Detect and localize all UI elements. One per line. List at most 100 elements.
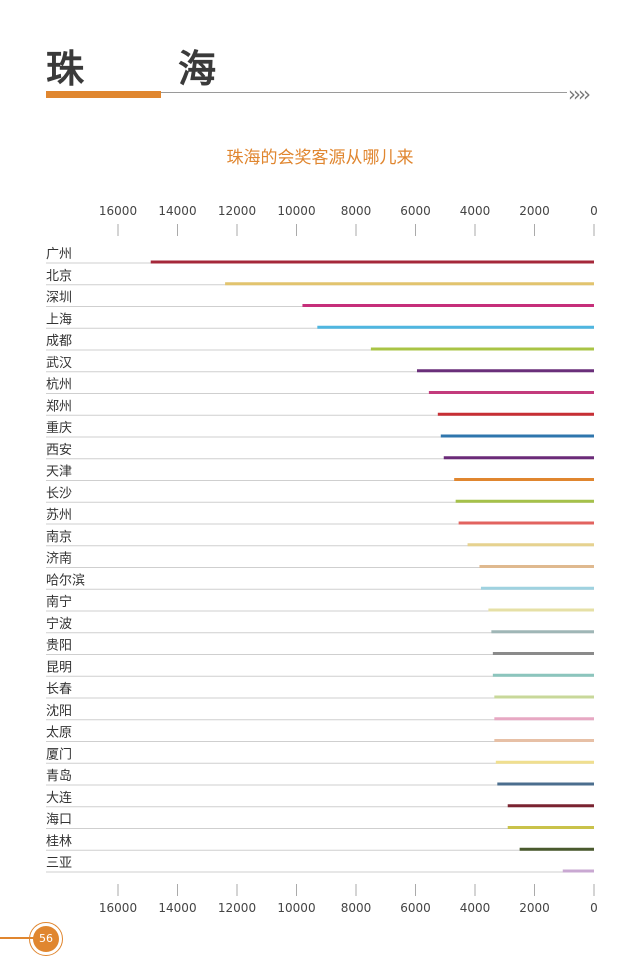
- bar: [562, 869, 594, 873]
- category-label: 南宁: [46, 594, 72, 610]
- category-label: 南京: [46, 529, 72, 545]
- bar: [455, 499, 594, 503]
- category-label: 上海: [46, 312, 72, 327]
- bottom-tick-label: 10000: [277, 901, 315, 915]
- page-title: 珠 海: [46, 47, 245, 91]
- bar: [225, 282, 594, 286]
- bar-row: 南京: [46, 529, 594, 547]
- category-label: 宁波: [46, 616, 72, 632]
- top-tick-label: 10000: [277, 204, 315, 218]
- bar-row: 贵阳: [46, 639, 594, 655]
- bar-row: 厦门: [46, 747, 594, 764]
- bar: [494, 717, 594, 721]
- top-tick-label: 0: [590, 204, 598, 218]
- bar: [480, 586, 594, 590]
- category-label: 济南: [46, 551, 72, 567]
- category-label: 成都: [46, 334, 72, 349]
- category-label: 长春: [46, 682, 72, 697]
- category-label: 三亚: [46, 856, 72, 871]
- category-label: 长沙: [46, 486, 72, 501]
- bar-row: 西安: [46, 443, 594, 460]
- header-accent-bar: [46, 91, 161, 98]
- bars: 广州北京深圳上海成都武汉杭州郑州重庆西安天津长沙苏州南京济南哈尔滨南宁宁波贵阳昆…: [46, 247, 594, 873]
- bar-row: 长沙: [46, 486, 594, 503]
- category-label: 贵阳: [46, 639, 72, 654]
- category-label: 海口: [46, 813, 72, 828]
- bar: [488, 608, 594, 612]
- bar-row: 北京: [46, 269, 594, 286]
- bottom-axis: 16000 14000 12000 10000 8000 6000 4000 2000 0: [99, 884, 598, 915]
- bar: [440, 434, 594, 438]
- category-label: 桂林: [46, 834, 72, 849]
- bottom-tick-label: 2000: [519, 901, 550, 915]
- bar: [494, 695, 594, 699]
- category-label: 哈尔滨: [46, 572, 85, 588]
- bar-row: 哈尔滨: [46, 572, 594, 590]
- bar-row: 三亚: [46, 856, 594, 873]
- bar-row: 广州: [46, 247, 594, 264]
- bar-row: 大连: [46, 790, 594, 808]
- category-label: 杭州: [46, 378, 72, 393]
- top-tick-label: 14000: [158, 204, 196, 218]
- bottom-tick-label: 6000: [400, 901, 431, 915]
- category-label: 太原: [46, 726, 72, 741]
- bar: [150, 260, 594, 264]
- category-label: 天津: [46, 465, 72, 480]
- category-label: 沈阳: [46, 704, 72, 719]
- category-label: 深圳: [46, 291, 72, 306]
- bar-row: 杭州: [46, 378, 594, 394]
- category-label: 昆明: [46, 660, 72, 675]
- page-number: 56: [33, 926, 59, 952]
- bar: [492, 652, 594, 655]
- category-label: 郑州: [46, 399, 72, 414]
- bar: [492, 673, 594, 677]
- bar-row: 宁波: [46, 616, 594, 634]
- bar-row: 南宁: [46, 594, 594, 612]
- bar: [428, 391, 594, 394]
- category-label: 西安: [46, 443, 72, 458]
- bar-row: 昆明: [46, 660, 594, 677]
- page-number-ring: [29, 922, 63, 956]
- bar: [479, 565, 594, 568]
- bar: [467, 543, 594, 547]
- category-label: 北京: [46, 269, 72, 284]
- bar-row: 上海: [46, 312, 594, 329]
- bar-row: 苏州: [46, 507, 594, 525]
- category-label: 苏州: [46, 507, 72, 523]
- bar: [437, 412, 594, 416]
- bar: [302, 304, 594, 307]
- top-tick-label: 4000: [460, 204, 491, 218]
- chart-title: 珠海的会奖客源从哪儿来: [226, 148, 414, 168]
- bar-row: 长春: [46, 682, 594, 699]
- bar: [495, 760, 594, 764]
- bar-row: 桂林: [46, 834, 594, 851]
- bar-row: 青岛: [46, 768, 594, 786]
- bar-row: 天津: [46, 465, 594, 481]
- bottom-tick-label: 0: [590, 901, 598, 915]
- bar-row: 沈阳: [46, 704, 594, 721]
- bar: [443, 456, 594, 460]
- bar-row: 重庆: [46, 420, 594, 438]
- bar: [497, 782, 594, 786]
- bar: [507, 804, 594, 808]
- bottom-tick-label: 16000: [99, 901, 137, 915]
- top-tick-label: 8000: [341, 204, 372, 218]
- bar: [491, 630, 594, 634]
- bottom-tick-label: 14000: [158, 901, 196, 915]
- chevrons-icon: ››››: [568, 82, 591, 106]
- category-label: 广州: [46, 247, 72, 262]
- bar: [370, 347, 594, 351]
- top-tick-label: 2000: [519, 204, 550, 218]
- bar: [317, 325, 594, 329]
- bar-row: 海口: [46, 813, 594, 829]
- bottom-tick-label: 4000: [460, 901, 491, 915]
- page-number-line: [0, 937, 34, 939]
- category-label: 大连: [46, 790, 72, 806]
- category-label: 武汉: [46, 356, 72, 371]
- top-tick-label: 12000: [218, 204, 256, 218]
- bar: [416, 369, 594, 373]
- bar-row: 济南: [46, 551, 594, 568]
- bar: [494, 739, 594, 742]
- bar-row: 太原: [46, 726, 594, 742]
